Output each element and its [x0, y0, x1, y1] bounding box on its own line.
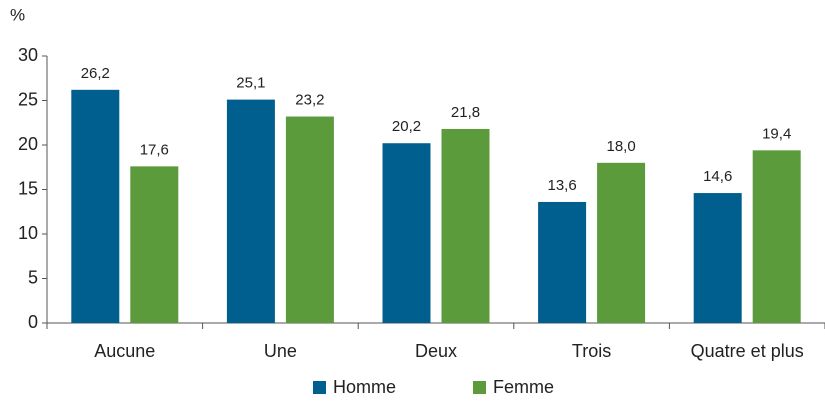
- y-tick-label: 10: [18, 223, 38, 243]
- x-tick-label: Deux: [415, 341, 457, 361]
- legend-swatch: [473, 381, 486, 394]
- y-tick-label: 30: [18, 45, 38, 65]
- y-tick-label: 5: [28, 267, 38, 287]
- bar: [538, 201, 587, 323]
- value-label: 18,0: [606, 138, 635, 155]
- bar: [752, 150, 801, 323]
- bar: [285, 116, 334, 324]
- y-tick-label: 25: [18, 89, 38, 109]
- value-label: 25,1: [236, 75, 265, 92]
- value-label: 17,6: [140, 141, 169, 158]
- bar: [226, 99, 275, 323]
- y-tick-label: 20: [18, 134, 38, 154]
- y-axis-label: %: [10, 5, 25, 24]
- bar: [382, 143, 431, 323]
- bar: [693, 193, 742, 323]
- legend-label: Femme: [493, 377, 554, 397]
- legend-swatch: [313, 381, 326, 394]
- value-label: 19,4: [762, 125, 791, 142]
- value-label: 23,2: [295, 91, 324, 108]
- bar: [130, 166, 179, 323]
- value-label: 26,2: [81, 65, 110, 82]
- x-tick-label: Quatre et plus: [691, 341, 804, 361]
- value-label: 20,2: [392, 118, 421, 135]
- legend-label: Homme: [333, 377, 396, 397]
- value-label: 14,6: [703, 168, 732, 185]
- x-tick-label: Aucune: [94, 341, 155, 361]
- value-label: 13,6: [547, 177, 576, 194]
- bar: [71, 89, 120, 323]
- bar: [597, 162, 646, 323]
- x-tick-label: Trois: [572, 341, 611, 361]
- x-tick-label: Une: [264, 341, 297, 361]
- bar: [441, 128, 490, 323]
- value-label: 21,8: [451, 104, 480, 121]
- y-tick-label: 0: [28, 312, 38, 332]
- y-tick-label: 15: [18, 178, 38, 198]
